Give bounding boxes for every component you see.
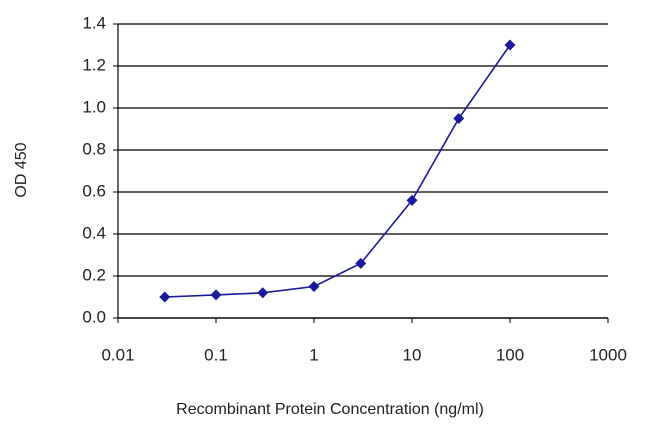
y-tick-label: 0.4: [82, 223, 106, 242]
x-tick-label: 1000: [589, 345, 627, 364]
x-axis-title: Recombinant Protein Concentration (ng/ml…: [176, 401, 484, 418]
data-point: [504, 39, 516, 51]
y-tick-label: 0.8: [82, 139, 106, 158]
x-tick-label: 100: [496, 345, 524, 364]
x-tick-label: 0.01: [101, 345, 134, 364]
data-line: [164, 44, 511, 298]
data-point: [210, 289, 222, 301]
y-axis-title: OD 450: [13, 142, 30, 197]
x-tick-label: 1: [309, 345, 318, 364]
y-tick-label: 1.4: [82, 13, 106, 32]
data-point: [453, 113, 465, 124]
data-point: [257, 287, 269, 299]
y-tick-label: 0.2: [82, 265, 106, 284]
y-tick-label: 0.6: [82, 181, 106, 200]
data-point: [355, 257, 367, 269]
data-point: [406, 194, 418, 206]
data-point: [159, 291, 171, 303]
data-point: [308, 281, 320, 292]
y-tick-label: 0.0: [82, 307, 106, 326]
y-tick-label: 1.0: [82, 97, 106, 116]
x-tick-label: 0.1: [204, 345, 228, 364]
y-tick-label: 1.2: [82, 55, 106, 74]
x-tick-label: 10: [403, 345, 422, 364]
